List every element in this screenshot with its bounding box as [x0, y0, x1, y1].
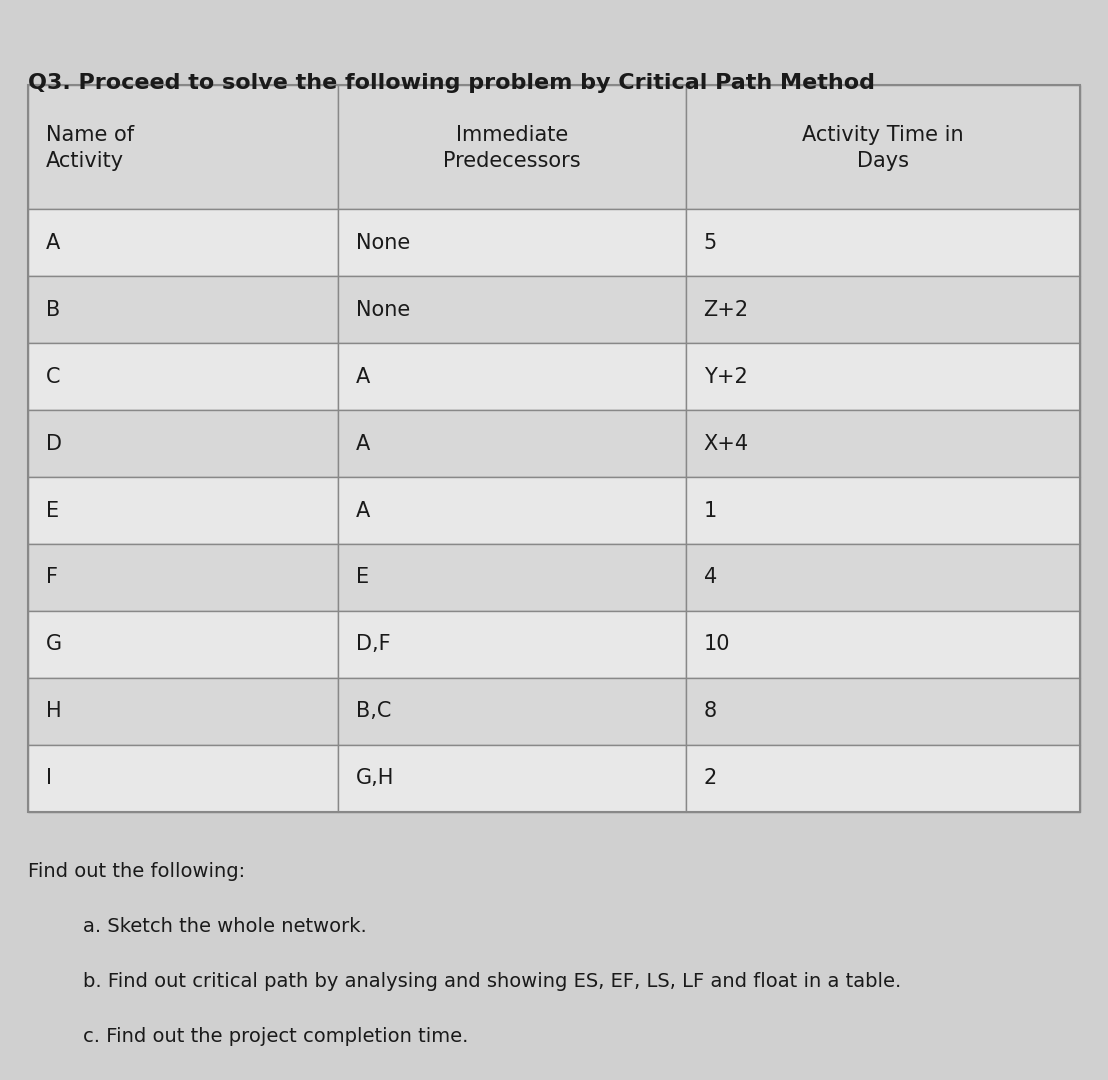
Text: E: E	[45, 500, 59, 521]
Text: 4: 4	[704, 567, 717, 588]
Bar	[338, 343, 686, 410]
Bar	[28, 276, 338, 343]
Bar	[28, 544, 338, 611]
Text: Q3. Proceed to solve the following problem by Critical Path Method: Q3. Proceed to solve the following probl…	[28, 73, 874, 93]
Bar	[28, 343, 338, 410]
Text: Y+2: Y+2	[704, 366, 747, 387]
Bar	[28, 410, 338, 477]
Text: C: C	[45, 366, 60, 387]
Text: a. Sketch the whole network.: a. Sketch the whole network.	[83, 917, 367, 936]
Bar	[28, 678, 338, 745]
Bar	[686, 343, 1080, 410]
Bar	[686, 745, 1080, 812]
Bar	[338, 745, 686, 812]
Text: Activity Time in: Activity Time in	[802, 125, 964, 145]
Text: 1: 1	[704, 500, 717, 521]
Text: A: A	[356, 433, 370, 454]
Bar	[338, 678, 686, 745]
Text: 5: 5	[704, 232, 717, 253]
Text: F: F	[45, 567, 58, 588]
Text: X+4: X+4	[704, 433, 749, 454]
Bar	[686, 276, 1080, 343]
Text: A: A	[45, 232, 60, 253]
Bar	[686, 85, 1080, 210]
Text: None: None	[356, 232, 410, 253]
Bar	[686, 210, 1080, 276]
Bar	[338, 544, 686, 611]
Bar	[686, 678, 1080, 745]
Text: Predecessors: Predecessors	[443, 151, 581, 171]
Text: A: A	[356, 500, 370, 521]
Bar	[686, 611, 1080, 678]
Text: 2: 2	[704, 768, 717, 788]
Text: E: E	[356, 567, 369, 588]
Bar	[338, 611, 686, 678]
Bar	[686, 410, 1080, 477]
Text: B: B	[45, 299, 60, 320]
Bar	[28, 611, 338, 678]
Text: G,H: G,H	[356, 768, 394, 788]
Bar	[338, 276, 686, 343]
Text: H: H	[45, 701, 61, 721]
Text: Activity: Activity	[45, 151, 124, 171]
Text: D,F: D,F	[356, 634, 391, 654]
Bar	[28, 85, 1080, 812]
Text: b. Find out critical path by analysing and showing ES, EF, LS, LF and float in a: b. Find out critical path by analysing a…	[83, 972, 901, 990]
Bar	[28, 745, 338, 812]
Text: Name of: Name of	[45, 125, 134, 145]
Bar	[28, 477, 338, 544]
Text: Z+2: Z+2	[704, 299, 749, 320]
Text: 10: 10	[704, 634, 730, 654]
Bar	[338, 410, 686, 477]
Bar	[28, 85, 338, 210]
Bar	[28, 210, 338, 276]
Bar	[338, 477, 686, 544]
Text: c. Find out the project completion time.: c. Find out the project completion time.	[83, 1027, 469, 1045]
Bar	[686, 477, 1080, 544]
Text: D: D	[45, 433, 62, 454]
Bar	[338, 210, 686, 276]
Text: Days: Days	[856, 151, 909, 171]
Text: None: None	[356, 299, 410, 320]
Bar	[338, 85, 686, 210]
Text: A: A	[356, 366, 370, 387]
Bar	[686, 544, 1080, 611]
Text: Find out the following:: Find out the following:	[28, 862, 245, 881]
Text: I: I	[45, 768, 52, 788]
Text: G: G	[45, 634, 62, 654]
Text: Immediate: Immediate	[455, 125, 568, 145]
Text: 8: 8	[704, 701, 717, 721]
Text: B,C: B,C	[356, 701, 391, 721]
